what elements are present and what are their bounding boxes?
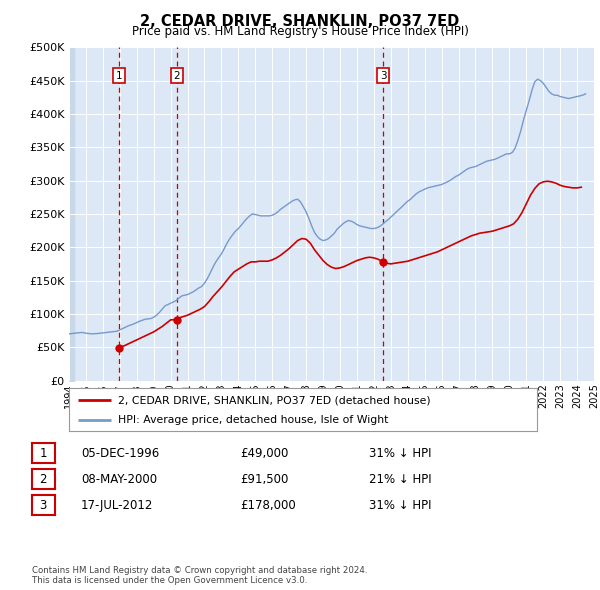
Text: 31% ↓ HPI: 31% ↓ HPI <box>369 499 431 512</box>
Text: 08-MAY-2000: 08-MAY-2000 <box>81 473 157 486</box>
Text: 1: 1 <box>40 447 47 460</box>
Text: 21% ↓ HPI: 21% ↓ HPI <box>369 473 431 486</box>
Text: Contains HM Land Registry data © Crown copyright and database right 2024.
This d: Contains HM Land Registry data © Crown c… <box>32 566 367 585</box>
Text: £91,500: £91,500 <box>240 473 289 486</box>
Text: £178,000: £178,000 <box>240 499 296 512</box>
Text: 3: 3 <box>40 499 47 512</box>
Text: HPI: Average price, detached house, Isle of Wight: HPI: Average price, detached house, Isle… <box>118 415 389 425</box>
Text: 1: 1 <box>116 71 122 80</box>
Text: £49,000: £49,000 <box>240 447 289 460</box>
Text: 2: 2 <box>173 71 180 80</box>
Text: 05-DEC-1996: 05-DEC-1996 <box>81 447 159 460</box>
Text: Price paid vs. HM Land Registry's House Price Index (HPI): Price paid vs. HM Land Registry's House … <box>131 25 469 38</box>
Text: 3: 3 <box>380 71 386 80</box>
Text: 2: 2 <box>40 473 47 486</box>
Text: 31% ↓ HPI: 31% ↓ HPI <box>369 447 431 460</box>
Text: 2, CEDAR DRIVE, SHANKLIN, PO37 7ED (detached house): 2, CEDAR DRIVE, SHANKLIN, PO37 7ED (deta… <box>118 395 431 405</box>
Text: 2, CEDAR DRIVE, SHANKLIN, PO37 7ED: 2, CEDAR DRIVE, SHANKLIN, PO37 7ED <box>140 14 460 29</box>
Text: 17-JUL-2012: 17-JUL-2012 <box>81 499 154 512</box>
